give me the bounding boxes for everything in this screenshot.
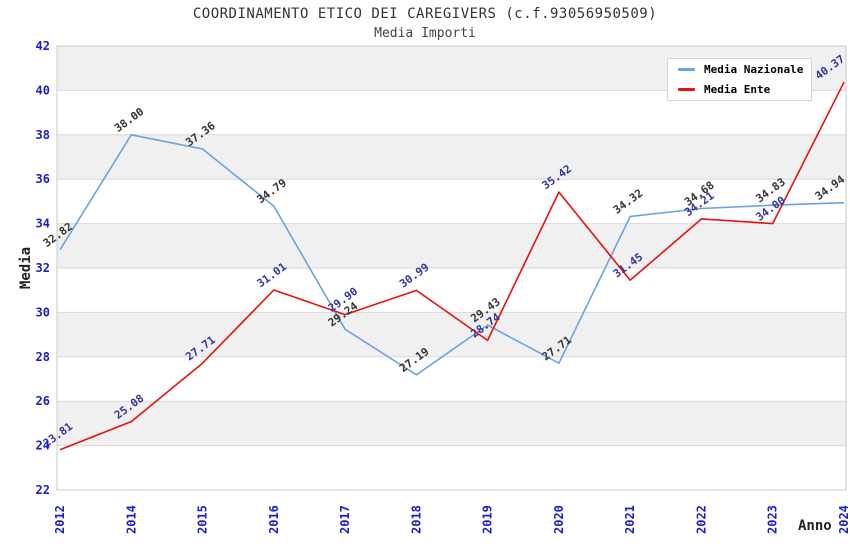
chart-title: COORDINAMENTO ETICO DEI CAREGIVERS (c.f.… bbox=[192, 6, 658, 22]
y-tick-label: 32 bbox=[36, 261, 50, 275]
x-tick-label: 2022 bbox=[694, 505, 708, 534]
x-tick-label: 2021 bbox=[623, 505, 637, 534]
legend-item-media-nazionale: Media Nazionale bbox=[678, 61, 811, 79]
y-tick-label: 42 bbox=[36, 39, 50, 53]
x-tick-label: 2012 bbox=[53, 505, 67, 534]
plot-band bbox=[57, 179, 846, 224]
series-line-media-nazionale bbox=[59, 134, 845, 376]
series-line-media-ente bbox=[59, 81, 845, 451]
x-tick-label: 2019 bbox=[481, 505, 495, 534]
legend: Media Nazionale Media Ente bbox=[667, 58, 812, 101]
y-tick-label: 36 bbox=[36, 172, 50, 186]
x-tick-label: 2014 bbox=[124, 505, 138, 534]
legend-label-media-ente: Media Ente bbox=[704, 82, 771, 96]
plot-border bbox=[56, 45, 847, 491]
plot-band bbox=[57, 445, 846, 490]
y-tick-label: 30 bbox=[36, 305, 50, 319]
y-tick-label: 26 bbox=[36, 394, 50, 408]
x-tick-label: 2024 bbox=[837, 505, 850, 534]
x-tick-label: 2015 bbox=[196, 505, 210, 534]
x-axis-title: Anno bbox=[798, 518, 832, 534]
legend-line-swatch-blue bbox=[678, 68, 695, 72]
legend-label-media-nazionale: Media Nazionale bbox=[704, 63, 804, 77]
x-tick-label: 2016 bbox=[267, 505, 281, 534]
x-tick-label: 2023 bbox=[766, 505, 780, 534]
chart-subtitle: Media Importi bbox=[374, 26, 476, 41]
x-tick-label: 2020 bbox=[552, 505, 566, 534]
y-tick-label: 38 bbox=[36, 128, 50, 142]
x-tick-label: 2017 bbox=[338, 505, 352, 534]
y-tick-label: 22 bbox=[36, 483, 50, 497]
x-tick-label: 2018 bbox=[409, 505, 423, 534]
plot-band bbox=[57, 134, 846, 180]
plot-band bbox=[57, 401, 846, 446]
legend-item-media-ente: Media Ente bbox=[678, 80, 811, 98]
plot-band bbox=[57, 356, 846, 402]
y-axis-title: Media bbox=[18, 246, 34, 290]
y-tick-label: 40 bbox=[36, 83, 50, 97]
plot-band bbox=[57, 223, 846, 268]
y-tick-label: 24 bbox=[36, 439, 50, 453]
y-tick-label: 28 bbox=[36, 350, 50, 364]
y-tick-label: 34 bbox=[36, 217, 50, 231]
plot-band bbox=[57, 268, 846, 313]
legend-line-swatch-red bbox=[678, 87, 695, 91]
